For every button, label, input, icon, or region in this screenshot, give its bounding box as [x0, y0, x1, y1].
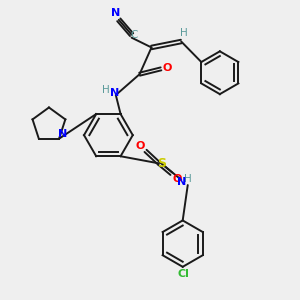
Text: O: O: [163, 63, 172, 73]
Text: O: O: [136, 140, 145, 151]
Text: H: H: [180, 28, 188, 38]
Text: S: S: [157, 157, 166, 170]
Text: N: N: [177, 176, 186, 187]
Text: H: H: [184, 173, 192, 184]
Text: H: H: [102, 85, 110, 95]
Text: N: N: [110, 88, 119, 98]
Text: C: C: [131, 30, 138, 40]
Text: N: N: [58, 129, 67, 140]
Text: N: N: [111, 8, 120, 18]
Text: Cl: Cl: [177, 269, 189, 279]
Text: O: O: [172, 174, 182, 184]
